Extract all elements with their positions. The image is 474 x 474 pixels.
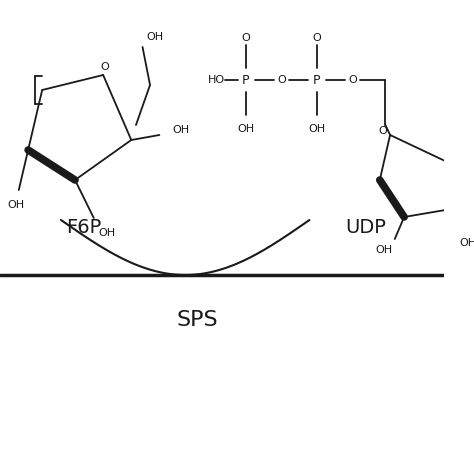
Text: OH: OH: [99, 228, 116, 238]
Text: F6P: F6P: [65, 218, 101, 237]
Text: OH: OH: [237, 124, 254, 134]
Text: OH: OH: [173, 125, 190, 135]
Text: HO: HO: [208, 75, 225, 85]
Text: O: O: [100, 62, 109, 72]
Text: OH: OH: [8, 200, 25, 210]
Text: OH: OH: [375, 245, 392, 255]
Text: OH: OH: [459, 238, 474, 248]
Text: O: O: [348, 75, 357, 85]
Text: P: P: [242, 73, 249, 86]
Text: O: O: [312, 33, 321, 43]
Text: O: O: [378, 126, 387, 136]
Text: P: P: [313, 73, 321, 86]
Text: OH: OH: [309, 124, 326, 134]
Text: UDP: UDP: [345, 218, 386, 237]
Text: OH: OH: [146, 32, 164, 42]
Text: SPS: SPS: [176, 310, 218, 330]
Text: O: O: [241, 33, 250, 43]
Text: O: O: [277, 75, 286, 85]
